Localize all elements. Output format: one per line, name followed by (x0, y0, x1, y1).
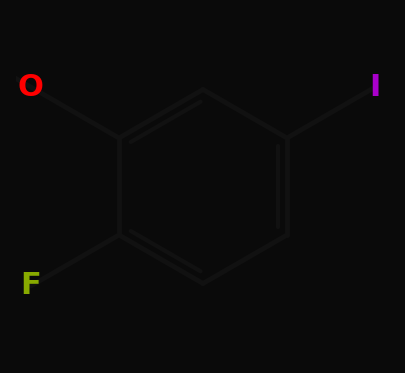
Text: O: O (18, 73, 44, 101)
Text: I: I (369, 73, 380, 101)
Text: F: F (20, 272, 41, 300)
